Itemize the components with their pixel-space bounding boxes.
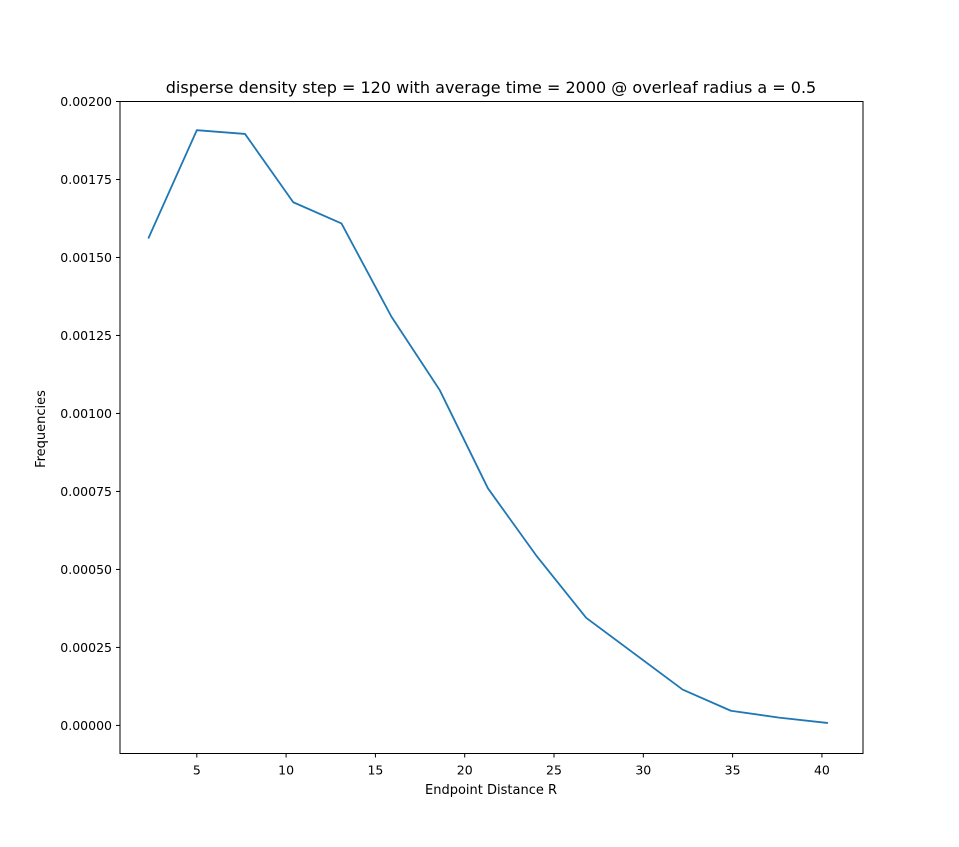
x-tick-label: 35 (725, 763, 741, 778)
x-axis-label: Endpoint Distance R (425, 783, 557, 798)
x-tick-label: 15 (367, 763, 383, 778)
x-tick-label: 25 (546, 763, 562, 778)
chart-title: disperse density step = 120 with average… (166, 78, 816, 97)
series-layer (147, 129, 829, 724)
x-tick-label: 30 (635, 763, 651, 778)
x-axis: 5 10 15 20 25 30 35 40 (193, 753, 830, 778)
y-tick-label: 0.00175 (60, 172, 112, 187)
y-axis: 0.00000 0.00025 0.00050 0.00075 0.00100 0.001… (60, 94, 120, 733)
y-tick-label: 0.00025 (60, 640, 112, 655)
y-tick-label: 0.00100 (60, 406, 112, 421)
plot-area (119, 101, 864, 754)
x-tick-label: 20 (457, 763, 473, 778)
y-tick-label: 0.00150 (60, 250, 112, 265)
x-tick-label: 10 (278, 763, 294, 778)
y-tick-label: 0.00000 (60, 718, 112, 733)
y-tick-label: 0.00075 (60, 484, 112, 499)
y-tick-label: 0.00200 (60, 94, 112, 109)
plot-frame (119, 101, 864, 754)
y-tick-label: 0.00125 (60, 328, 112, 343)
x-tick-label: 40 (814, 763, 830, 778)
y-tick-label: 0.00050 (60, 562, 112, 577)
x-tick-label: 5 (193, 763, 201, 778)
series-line (147, 129, 829, 724)
y-axis-label: Frequencies (34, 390, 49, 468)
